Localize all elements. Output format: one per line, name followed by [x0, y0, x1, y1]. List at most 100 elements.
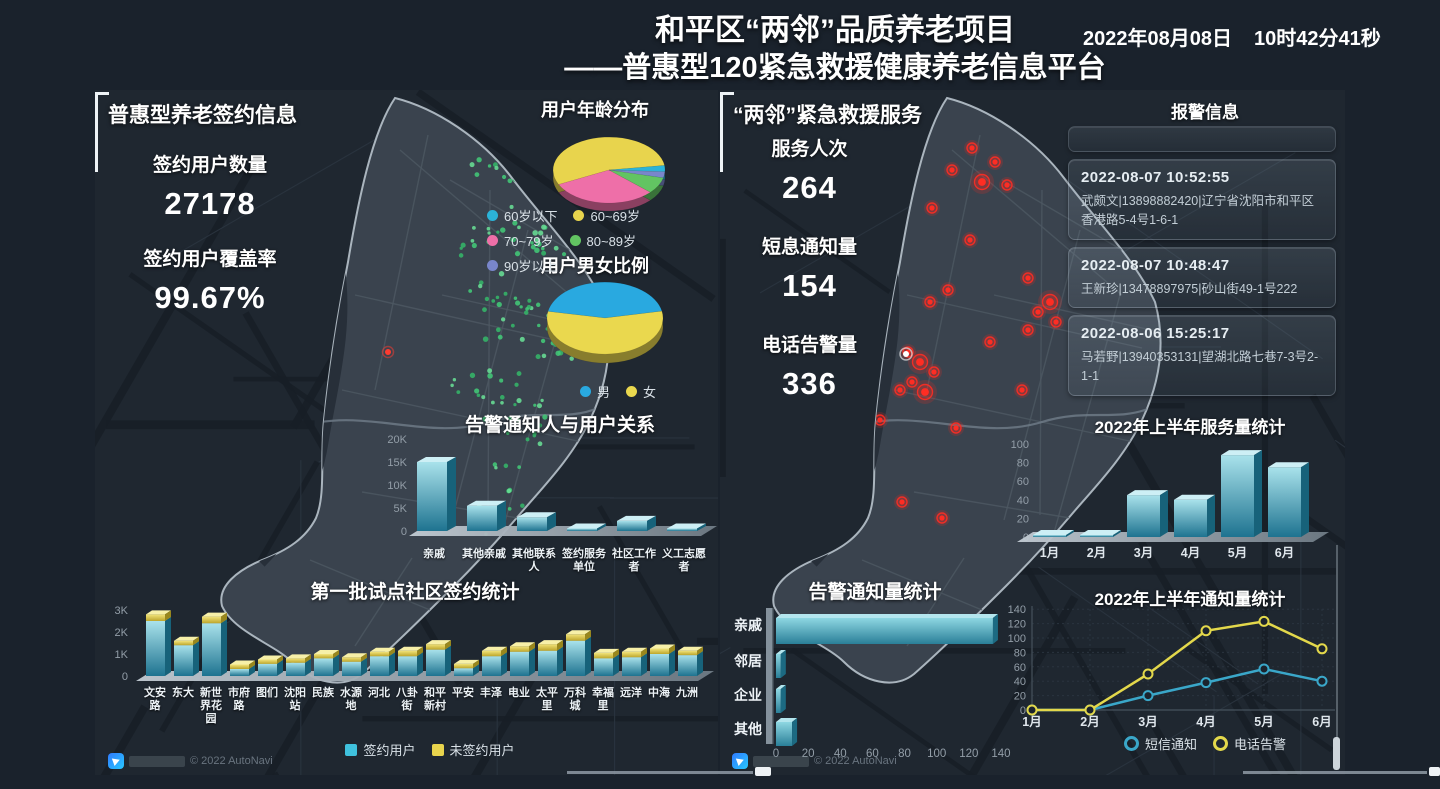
stat-service-count: 服务人次 264	[722, 134, 897, 206]
panel-corner-bracket	[95, 92, 112, 172]
svg-text:4月: 4月	[1181, 546, 1200, 560]
legend-item[interactable]: 90岁以上	[487, 256, 557, 275]
svg-text:1月: 1月	[1022, 715, 1041, 729]
svg-text:40: 40	[1014, 676, 1026, 688]
legend-item[interactable]: 男	[579, 382, 610, 401]
svg-text:100: 100	[927, 748, 946, 760]
notice-volume-line-chart: 0 20 40 60 80 100 120 140 1月 2月 3月 4月 5月 6月	[1008, 604, 1335, 729]
watermark-text	[129, 755, 185, 767]
category-label: 远洋	[620, 687, 642, 699]
category-label: 签约服务单位	[562, 548, 606, 573]
service-chart-title: 2022年上半年服务量统计	[1094, 418, 1286, 437]
relation-category-labels: 亲戚 其他亲戚 其他联系人 签约服务单位 社区工作者 义工志愿者	[409, 548, 709, 574]
category-label: 平安	[452, 687, 474, 699]
legend-item[interactable]: 60~69岁	[573, 206, 640, 225]
category-label: 万科城	[564, 687, 586, 712]
watermark-text	[753, 755, 809, 767]
age-pie-title: 用户年龄分布	[541, 100, 649, 120]
svg-text:2月: 2月	[1080, 715, 1099, 729]
category-label: 太平里	[536, 687, 558, 712]
category-label: 市府路	[228, 687, 250, 712]
legend-item[interactable]: 80~89岁	[569, 231, 636, 250]
svg-text:0: 0	[773, 748, 779, 760]
alarm-detail: 马若野|13940353131|望湖北路七巷7-3号2-1-1	[1081, 350, 1319, 383]
legend-item[interactable]: 60岁以下	[487, 206, 557, 225]
legend-marker	[569, 235, 581, 246]
current-time: 10时42分41秒	[1253, 28, 1381, 50]
age-distribution-legend: 60岁以下 60~69岁 70~79岁 80~89岁 90岁以上	[487, 206, 712, 275]
stat-label: 签约用户数量	[152, 155, 267, 176]
stat-sms-count: 短息通知量 154	[722, 232, 897, 304]
svg-text:60: 60	[1017, 476, 1029, 488]
stat-label: 电话告警量	[761, 335, 857, 356]
legend-marker	[487, 235, 498, 246]
legend-item[interactable]: 未签约用户	[431, 740, 515, 759]
legend-item[interactable]: 短信通知	[1123, 734, 1197, 753]
horizontal-scrollbar-thumb[interactable]	[755, 767, 771, 776]
svg-text:40: 40	[1017, 495, 1029, 507]
category-label: 中海	[648, 687, 670, 699]
alarm-card[interactable]: 2022-08-06 15:25:17 马若野|13940353131|望湖北路…	[1068, 315, 1336, 396]
legend-label: 90岁以上	[504, 259, 558, 274]
stat-label: 短息通知量	[761, 237, 857, 258]
legend-item[interactable]: 签约用户	[345, 740, 416, 759]
legend-marker	[573, 210, 585, 221]
legend-item[interactable]: 电话告警	[1213, 734, 1286, 753]
legend-marker	[626, 386, 637, 397]
signed-stats: 签约用户数量 27178 签约用户覆盖率 99.67%	[110, 150, 310, 338]
alarm-time: 2022-08-07 10:48:47	[1081, 256, 1230, 274]
vertical-scrollbar-thumb[interactable]	[1333, 737, 1340, 770]
category-label: 其他亲戚	[462, 548, 506, 560]
alarm-card[interactable]: 2022-08-07 10:48:47 王新珍|13478897975|砂山街4…	[1068, 246, 1336, 309]
category-label: 新世界花园	[200, 687, 222, 725]
notice-line-title: 2022年上半年通知量统计	[1094, 590, 1286, 609]
category-label: 社区工作者	[612, 548, 656, 573]
category-label: 丰泽	[480, 687, 502, 699]
svg-text:40: 40	[834, 748, 847, 760]
legend-item[interactable]: 女	[626, 382, 656, 401]
horizontal-scrollbar-track[interactable]	[1243, 771, 1427, 774]
stat-signed-users: 签约用户数量 27178	[110, 150, 310, 222]
svg-text:60: 60	[1014, 662, 1026, 674]
stat-value: 336	[782, 366, 837, 401]
page-title-line2: ——普惠型120紧急救援健康养老信息平台	[564, 51, 1106, 84]
map-attribution: © 2022 AutoNavi	[732, 753, 897, 769]
svg-text:亲戚: 亲戚	[734, 617, 762, 633]
svg-text:2K: 2K	[115, 627, 129, 639]
relation-bar-chart: 0 5K 10K 15K 20K	[387, 434, 717, 538]
svg-text:其他: 其他	[734, 721, 762, 737]
svg-text:3月: 3月	[1134, 546, 1153, 560]
community-legend: 签约用户 未签约用户	[280, 740, 580, 759]
category-label: 水源地	[340, 687, 362, 712]
relation-chart-title: 告警通知人与用户关系	[464, 415, 655, 436]
page-title-line1: 和平区“两邻”品质养老项目	[655, 14, 1015, 47]
legend-label: 60岁以下	[504, 209, 558, 224]
legend-label: 短信通知	[1144, 737, 1197, 752]
horizontal-scrollbar-track[interactable]	[567, 771, 753, 774]
horizontal-scrollbar-thumb[interactable]	[1429, 767, 1440, 776]
svg-text:6月: 6月	[1312, 715, 1331, 729]
svg-text:5月: 5月	[1254, 715, 1273, 729]
svg-text:5月: 5月	[1228, 546, 1247, 560]
stat-value: 27178	[164, 186, 256, 221]
vertical-scrollbar-track[interactable]	[1336, 545, 1338, 769]
svg-text:4月: 4月	[1196, 715, 1215, 729]
alarm-list: 2022-08-07 10:52:55 武颇文|13898882420|辽宁省沈…	[1068, 126, 1336, 396]
svg-text:2月: 2月	[1087, 546, 1106, 560]
svg-text:3K: 3K	[115, 605, 129, 617]
svg-text:80: 80	[1014, 647, 1026, 659]
stat-label: 服务人次	[771, 139, 848, 160]
legend-marker	[1123, 736, 1139, 751]
category-label: 河北	[368, 687, 390, 699]
autonavi-logo-icon	[732, 753, 748, 769]
panel-corner-bracket	[720, 92, 737, 172]
stat-coverage-rate: 签约用户覆盖率 99.67%	[110, 244, 310, 316]
legend-item[interactable]: 70~79岁	[487, 231, 554, 250]
legend-label: 电话告警	[1234, 737, 1287, 752]
alarm-card-partial[interactable]	[1068, 126, 1336, 152]
alarm-card[interactable]: 2022-08-07 10:52:55 武颇文|13898882420|辽宁省沈…	[1068, 159, 1336, 240]
category-label: 文安路	[144, 687, 166, 712]
svg-text:0: 0	[122, 671, 128, 683]
